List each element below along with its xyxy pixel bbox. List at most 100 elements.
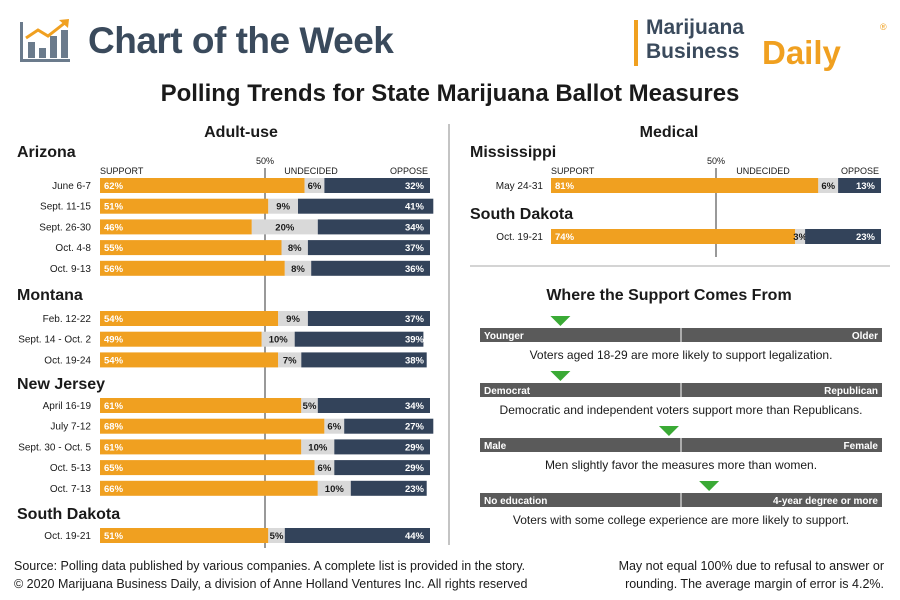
oppose-column-label: OPPOSE [390,166,428,176]
bar-chart-trend-icon [20,19,70,62]
row-date-label: Sept. 26-30 [39,222,91,233]
undecided-value-label: 6% [327,422,341,433]
row-date-label: Sept. 30 - Oct. 5 [18,442,91,453]
state-name: Montana [17,287,83,304]
oppose-bar [311,260,430,276]
oppose-value-label: 37% [405,314,425,325]
panel-title: Medical [640,124,699,141]
undecided-value-label: 5% [303,401,317,412]
undecided-value-label: 10% [325,484,345,495]
undecided-bar [301,398,318,413]
oppose-value-label: 29% [405,442,425,453]
support-value-label: 54% [104,314,124,325]
undecided-value-label: 10% [308,442,328,453]
demographic-caption: Voters with some college experience are … [513,513,849,527]
undecided-value-label: 20% [275,222,295,233]
undecided-value-label: 6% [318,463,332,474]
oppose-bar [334,460,430,476]
support-value-label: 46% [104,222,124,233]
support-value-label: 51% [104,202,124,213]
demographics-title: Where the Support Comes From [546,287,791,304]
scale-left-label: Democrat [484,386,531,397]
support-value-label: 61% [104,442,124,453]
support-value-label: 62% [104,181,124,192]
scale-right-label: Older [852,331,878,342]
state-name: South Dakota [17,506,120,523]
support-bar [100,198,269,214]
brand-registered-mark: ® [880,22,887,32]
undecided-bar [314,460,335,476]
undecided-bar [304,178,325,193]
support-bar [100,352,279,368]
demographic-caption: Men slightly favor the measures more tha… [545,458,817,472]
row-date-label: Oct. 9-13 [50,264,92,275]
support-bar [100,331,262,347]
undecided-bar [268,528,285,543]
oppose-value-label: 44% [405,531,425,542]
oppose-bar [317,398,430,413]
demographic-caption: Democratic and independent voters suppor… [500,403,863,417]
oppose-value-label: 41% [405,202,425,213]
copyright-note: © 2020 Marijuana Business Daily, a divis… [14,577,528,591]
undecided-value-label: 9% [286,314,300,325]
brand-logo: Marijuana Business Daily ® [634,16,890,72]
support-marker [658,426,679,436]
support-value-label: 49% [104,335,124,346]
oppose-bar [838,178,881,193]
undecided-bar [818,178,839,193]
oppose-bar [350,480,427,496]
support-bar [551,178,819,193]
undecided-bar [278,311,308,326]
oppose-bar [294,331,424,347]
oppose-bar [324,178,430,193]
undecided-bar [324,418,345,434]
undecided-bar [284,260,312,276]
midpoint-label: 50% [256,156,274,166]
oppose-bar [307,240,430,256]
support-value-label: 51% [104,531,124,542]
oppose-value-label: 34% [405,222,425,233]
support-value-label: 74% [555,232,575,243]
scale-left-label: No education [484,496,547,507]
row-date-label: Oct. 19-21 [44,531,91,542]
support-bar [100,398,302,413]
undecided-column-label: UNDECIDED [284,166,338,176]
undecided-bar [317,480,351,496]
support-marker [550,316,571,326]
support-value-label: 81% [555,181,575,192]
brand-accent-bar [634,20,638,66]
state-name: Mississippi [470,144,556,161]
oppose-bar [344,418,434,434]
undecided-value-label: 10% [269,335,289,346]
support-bar [551,229,796,244]
support-value-label: 66% [104,484,124,495]
row-date-label: Feb. 12-22 [43,314,92,325]
support-marker [550,371,571,381]
undecided-bar [281,240,308,256]
undecided-value-label: 9% [276,202,290,213]
state-name: New Jersey [17,376,105,393]
undecided-bar [795,229,806,244]
oppose-value-label: 32% [405,181,425,192]
chart-subtitle: Polling Trends for State Marijuana Ballo… [160,80,740,107]
panel-title: Adult-use [204,124,278,141]
support-value-label: 54% [104,355,124,366]
brand-line-1: Marijuana [646,16,745,39]
row-date-label: May 24-31 [496,181,544,192]
support-bar [100,311,279,326]
oppose-value-label: 38% [405,355,425,366]
oppose-bar [317,219,430,235]
oppose-bar [284,528,430,543]
undecided-bar [278,352,302,368]
oppose-bar [805,229,881,244]
oppose-column-label: OPPOSE [841,166,879,176]
undecided-bar [261,331,295,347]
support-value-label: 61% [104,401,124,412]
row-date-label: Oct. 19-24 [44,355,91,366]
oppose-bar [307,311,430,326]
oppose-value-label: 37% [405,243,425,254]
scale-right-label: Republican [824,386,878,397]
support-column-label: SUPPORT [551,166,595,176]
support-bar [100,240,282,256]
